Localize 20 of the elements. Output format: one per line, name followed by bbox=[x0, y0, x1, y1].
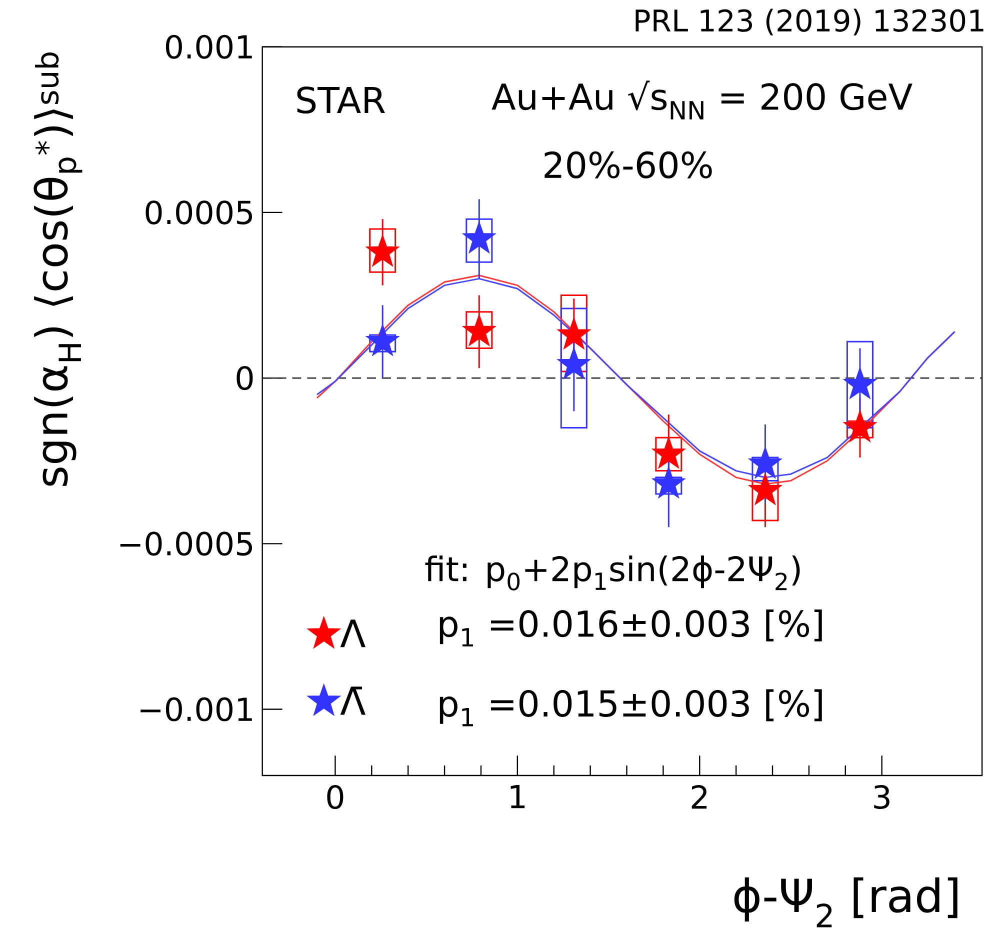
x-tick-label: 3 bbox=[874, 785, 890, 810]
text: PRL 123 (2019) 132301 bbox=[636, 8, 984, 36]
annotation: 20%-60% bbox=[544, 151, 712, 178]
x-tick-label: 0 bbox=[327, 785, 344, 810]
legend-label: Λ bbox=[340, 620, 366, 648]
y-tick-label: 0 bbox=[236, 366, 253, 390]
annotation: p$_{1}$ =0.015±0.003 [%] bbox=[440, 689, 822, 726]
annotation: fit: p$_{0}$+2p$_{1}$sin(2ϕ-2Ψ$_{2}$) bbox=[425, 555, 800, 590]
legend-label: Λ̄ bbox=[340, 686, 366, 715]
y-tick-label: −0.0005 bbox=[120, 532, 252, 556]
x-tick-label: 2 bbox=[692, 785, 707, 809]
x-axis-title: ϕ-Ψ$_{2}$ [rad] bbox=[734, 877, 958, 928]
annotation: STAR bbox=[297, 86, 385, 114]
y-tick-label: 0.001 bbox=[166, 34, 252, 59]
y-tick-label: −0.001 bbox=[140, 697, 252, 722]
y-tick-label: 0.0005 bbox=[146, 200, 252, 224]
x-tick-label: 1 bbox=[510, 785, 525, 808]
y-axis-title: sgn(α$_{H}$) ⟨cos(θ$_{p}$$^{*}$)⟩$^{sub}$ bbox=[34, 52, 82, 486]
annotation: p$_{1}$ =0.016±0.003 [%] bbox=[440, 610, 822, 646]
annotation: Au+Au √s$_{NN}$ = 200 GeV bbox=[492, 80, 912, 120]
